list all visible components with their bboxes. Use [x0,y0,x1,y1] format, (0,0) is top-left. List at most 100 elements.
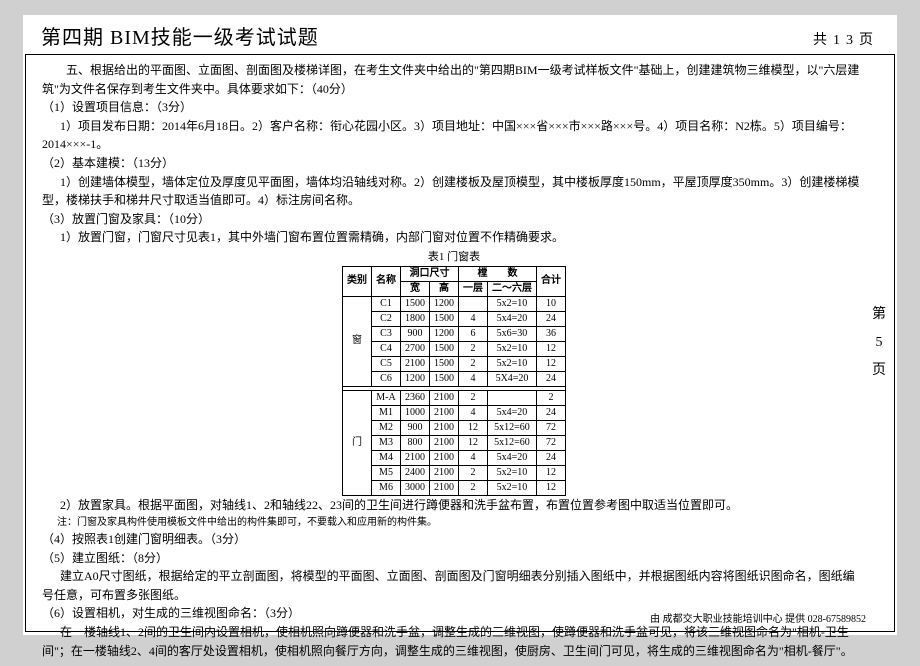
side-page-number: 第 5 页 [872,301,886,385]
cell: 2100 [430,435,459,450]
cell: M1 [372,405,401,420]
col-h: 高 [430,281,459,296]
cell: 2 [459,390,488,405]
cell: 1000 [401,405,430,420]
cell: 5x12=60 [488,420,537,435]
cell: 2 [537,390,566,405]
col-total: 合计 [537,266,566,296]
cell: 2100 [430,450,459,465]
table-row: M11000210045x4=2024 [343,405,566,420]
doc-title: 第四期 BIM技能一级考试试题 [41,21,319,50]
cell: 3000 [401,480,430,495]
door-window-table: 类别 名称 洞口尺寸 樘 数 合计 宽 高 一层 二～六层 窗C11500120… [342,266,566,496]
table-row: 窗C1150012005x2=1010 [343,296,566,311]
cell: 1500 [430,311,459,326]
cell: 5x6=30 [488,326,537,341]
cell-cat-window: 窗 [343,296,372,386]
cell: 2100 [430,405,459,420]
cell: 5x4=20 [488,311,537,326]
table-row: C61200150045X4=2024 [343,371,566,386]
section-2-head: （2）基本建模：（13分） [42,154,866,173]
cell: 72 [537,420,566,435]
cell: 5x2=10 [488,356,537,371]
cell: 2 [459,465,488,480]
cell: C4 [372,341,401,356]
col-type: 类别 [343,266,372,296]
table-row: C3900120065x6=3036 [343,326,566,341]
cell: 1500 [430,341,459,356]
cell: C3 [372,326,401,341]
cell: 12 [537,356,566,371]
cell: 1200 [401,371,430,386]
cell: 2700 [401,341,430,356]
cell: 1200 [430,326,459,341]
cell: 24 [537,311,566,326]
cell: 2100 [401,356,430,371]
section-4: （4）按照表1创建门窗明细表。（3分） [42,530,866,549]
cell: 2 [459,341,488,356]
cell: 2 [459,356,488,371]
header: 第四期 BIM技能一级考试试题 共13页 [23,15,897,54]
cell: 2400 [401,465,430,480]
section-1-body: 1）项目发布日期：2014年6月18日。2）客户名称：衔心花园小区。3）项目地址… [42,117,866,154]
col-f26: 二～六层 [488,281,537,296]
table-row: C42700150025x2=1012 [343,341,566,356]
cell: M5 [372,465,401,480]
cell: 36 [537,326,566,341]
col-count: 樘 数 [459,266,537,281]
footer: 由 成都交大职业技能培训中心 提供 028-67589852 [650,612,866,628]
cell: 5x2=10 [488,341,537,356]
note: 注：门窗及家具构件使用模板文件中给出的构件集即可，不要载入和应用新的构件集。 [42,515,866,531]
cell: 1200 [430,296,459,311]
cell: 12 [537,341,566,356]
cell: 72 [537,435,566,450]
cell: 12 [459,420,488,435]
cell: 5x2=10 [488,480,537,495]
cell: 1800 [401,311,430,326]
cell: 900 [401,420,430,435]
col-size: 洞口尺寸 [401,266,459,281]
cell: 4 [459,405,488,420]
cell: 2 [459,480,488,495]
cell: M-A [372,390,401,405]
section-1-head: （1）设置项目信息：（3分） [42,98,866,117]
table-body: 窗C1150012005x2=1010C21800150045x4=2024C3… [343,296,566,495]
cell-cat-door: 门 [343,390,372,495]
cell: 4 [459,371,488,386]
cell: 5x2=10 [488,296,537,311]
cell: 5X4=20 [488,371,537,386]
table-row: C52100150025x2=1012 [343,356,566,371]
table-head-row: 类别 名称 洞口尺寸 樘 数 合计 [343,266,566,281]
cell: 2360 [401,390,430,405]
cell: 800 [401,435,430,450]
cell [459,296,488,311]
col-name: 名称 [372,266,401,296]
cell: 5x4=20 [488,450,537,465]
cell: M4 [372,450,401,465]
cell: 5x12=60 [488,435,537,450]
cell: 2100 [430,420,459,435]
table-row: 门M-A2360210022 [343,390,566,405]
cell: 24 [537,450,566,465]
cell [488,390,537,405]
section-3-head: （3）放置门窗及家具：（10分） [42,210,866,229]
table-row: M52400210025x2=1012 [343,465,566,480]
page-total: 共13页 [813,29,879,49]
page-sheet: 第四期 BIM技能一级考试试题 共13页 五、根据给出的平面图、立面图、剖面图及… [23,15,897,635]
section-3-body2: 2）放置家具。根据平面图，对轴线1、2和轴线22、23间的卫生间进行蹲便器和洗手… [42,496,866,515]
cell: C2 [372,311,401,326]
section-2-body: 1）创建墙体模型，墙体定位及厚度见平面图，墙体均沿轴线对称。2）创建楼板及屋顶模… [42,173,866,210]
col-w: 宽 [401,281,430,296]
table-row: M42100210045x4=2024 [343,450,566,465]
col-f1: 一层 [459,281,488,296]
cell: 2100 [430,465,459,480]
cell: C6 [372,371,401,386]
cell: 24 [537,405,566,420]
section-3-body: 1）放置门窗，门窗尺寸见表1，其中外墙门窗布置位置需精确，内部门窗对位置不作精确… [42,228,866,247]
table-row: C21800150045x4=2024 [343,311,566,326]
section-5-head: （5）建立图纸：（8分） [42,549,866,568]
cell: C5 [372,356,401,371]
cell: 2100 [430,390,459,405]
question-intro: 五、根据给出的平面图、立面图、剖面图及楼梯详图，在考生文件夹中给出的"第四期BI… [42,61,866,98]
cell: 2100 [401,450,430,465]
